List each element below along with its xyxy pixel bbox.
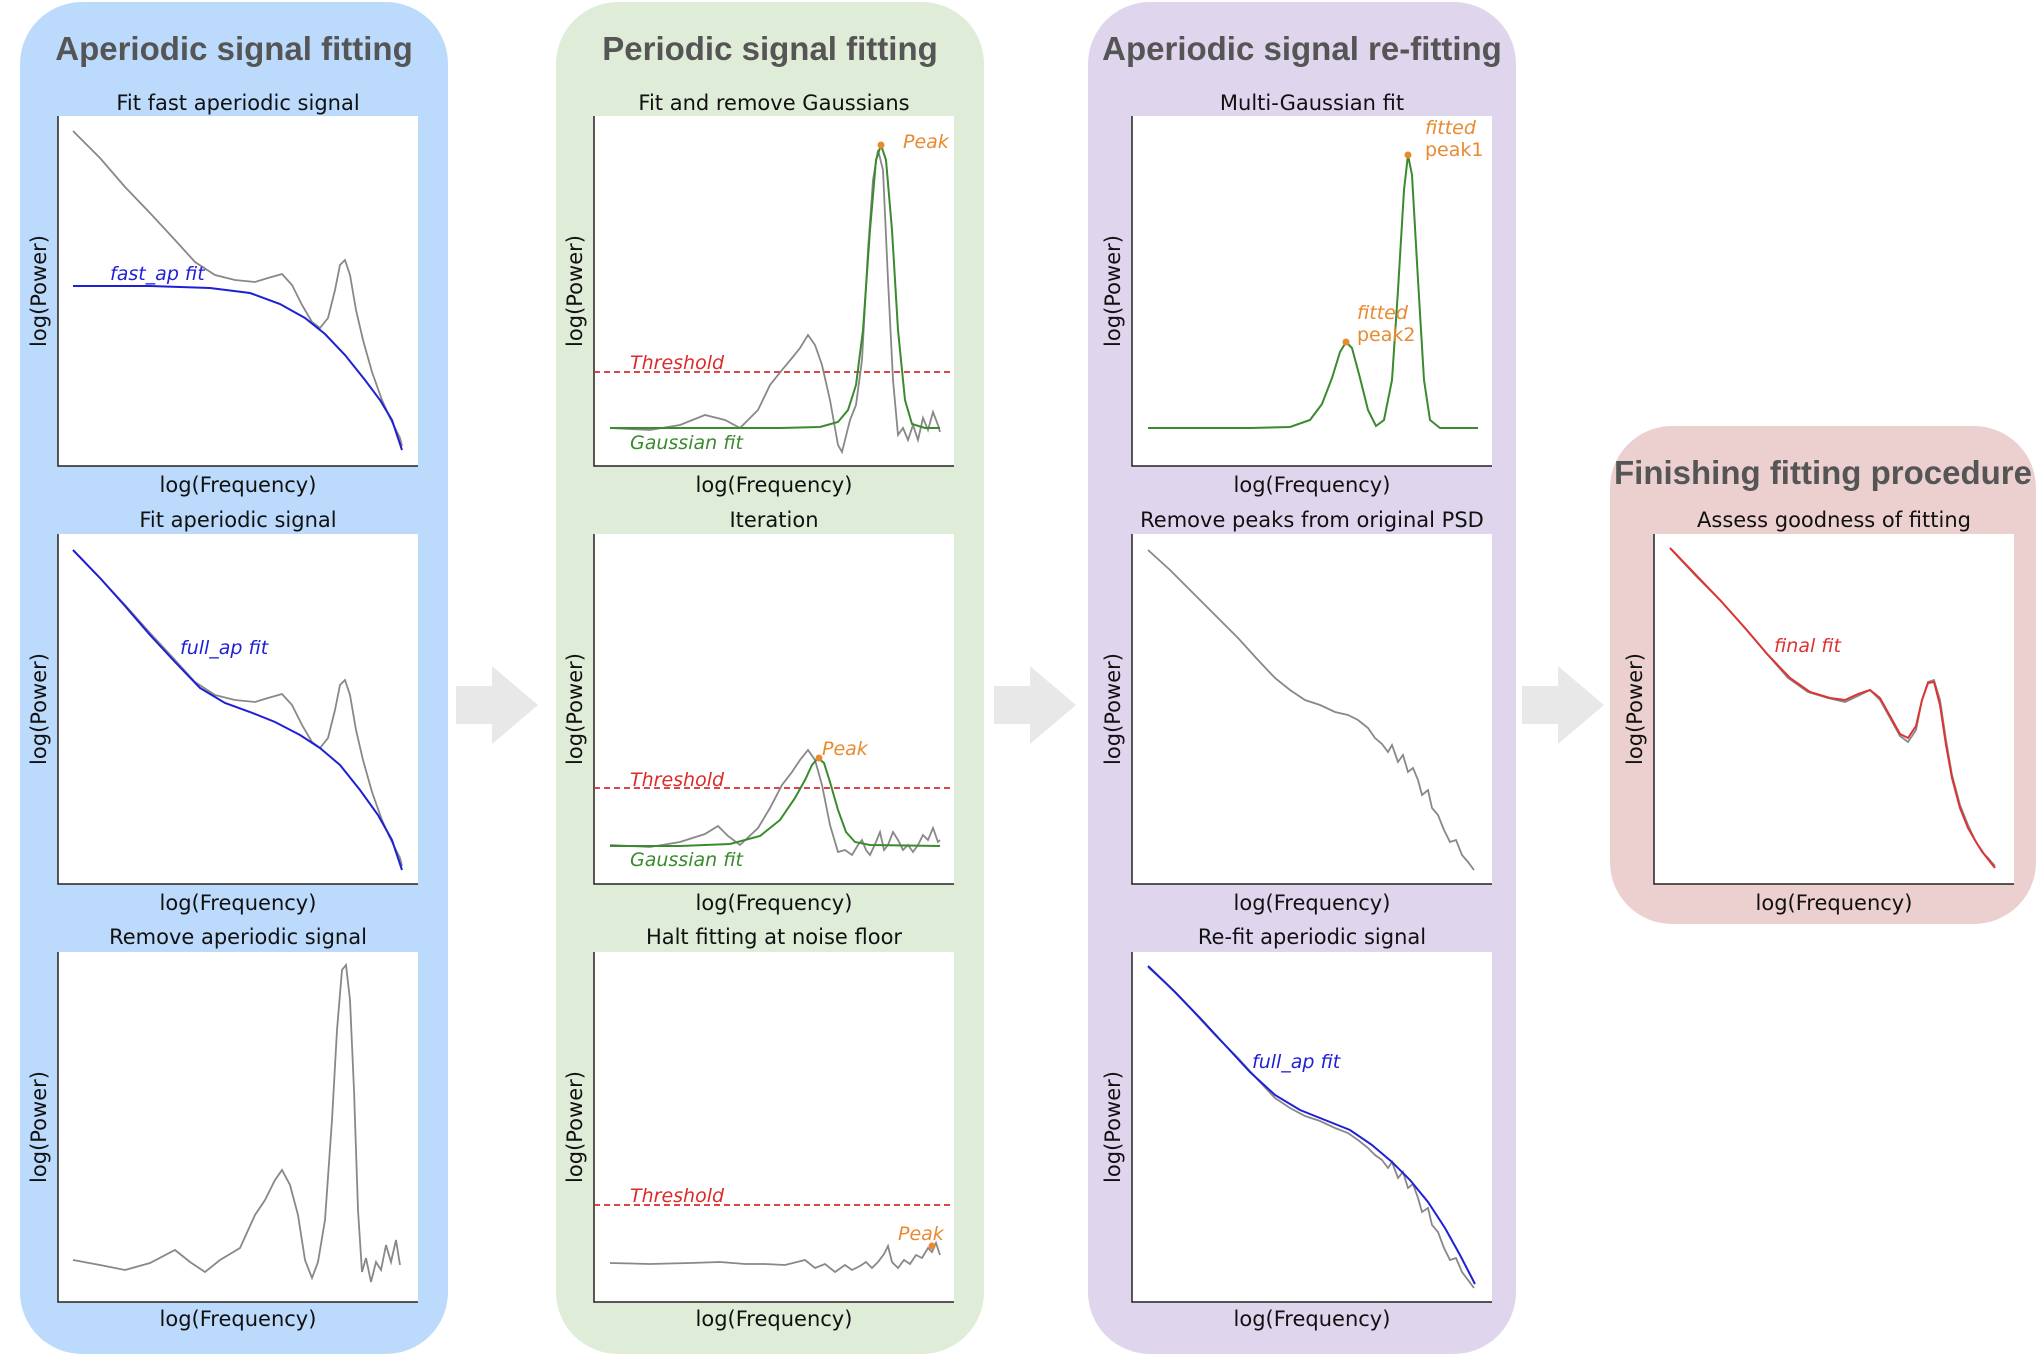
panel-title: Finishing fitting procedure xyxy=(1614,454,2032,491)
plot-assess-goodness: Assess goodness of fitting log(Frequency… xyxy=(1623,508,2014,915)
peak-marker xyxy=(928,1242,936,1250)
fitted-peak1-label-line1: fitted xyxy=(1425,117,1477,139)
axes xyxy=(57,534,418,885)
threshold-label: Threshold xyxy=(630,352,725,374)
y-axis-label: log(Power) xyxy=(27,1071,51,1183)
y-axis-label: log(Power) xyxy=(1623,653,1647,765)
plot-title: Remove peaks from original PSD xyxy=(1140,508,1484,532)
arrow-right-icon xyxy=(1522,666,1604,744)
x-axis-label: log(Frequency) xyxy=(696,891,853,915)
fast-ap-fit-line xyxy=(73,285,403,451)
plot-title: Re-fit aperiodic signal xyxy=(1198,925,1426,949)
plot-title: Iteration xyxy=(729,508,818,532)
fitted-peak2-label-line1: fitted xyxy=(1357,302,1409,324)
x-axis-label: log(Frequency) xyxy=(1234,473,1391,497)
psd-line xyxy=(72,130,403,447)
x-axis-label: log(Frequency) xyxy=(696,473,853,497)
panel-title: Aperiodic signal re-fitting xyxy=(1102,30,1502,67)
full-ap-fit-line xyxy=(1147,965,1476,1285)
psd-flattened-line xyxy=(609,748,941,857)
panel-title: Aperiodic signal fitting xyxy=(55,30,413,67)
y-axis-label: log(Power) xyxy=(1101,653,1125,765)
axes xyxy=(57,952,418,1303)
plot-area xyxy=(594,952,954,1302)
psd-flattened-line xyxy=(609,1240,941,1274)
plot-title: Fit fast aperiodic signal xyxy=(116,91,359,115)
y-axis-label: log(Power) xyxy=(27,235,51,347)
x-axis-label: log(Frequency) xyxy=(1234,1307,1391,1331)
gaussian-fit-line xyxy=(610,756,941,847)
x-axis-label: log(Frequency) xyxy=(1756,891,1913,915)
plot-multi-gaussian-fit: Multi-Gaussian fit log(Frequency) log(Po… xyxy=(1101,91,1492,497)
x-axis-label: log(Frequency) xyxy=(1234,891,1391,915)
plot-halt-noise-floor: Halt fitting at noise floor log(Frequenc… xyxy=(563,925,954,1331)
full-ap-fit-label: full_ap fit xyxy=(180,637,270,659)
arrow-right-icon xyxy=(994,666,1076,744)
plot-fit-aperiodic: Fit aperiodic signal log(Frequency) log(… xyxy=(27,508,418,915)
final-fit-line xyxy=(1669,547,1996,869)
plot-fit-fast-aperiodic: Fit fast aperiodic signal log(Frequency)… xyxy=(27,91,418,497)
fitted-peak1-label-line2: peak1 xyxy=(1425,139,1483,161)
panel-title: Periodic signal fitting xyxy=(602,30,938,67)
plot-area xyxy=(58,534,418,884)
gaussian-fit-label: Gaussian fit xyxy=(630,849,744,871)
plot-title: Remove aperiodic signal xyxy=(109,925,367,949)
multi-gaussian-fit-line xyxy=(1148,154,1478,429)
plot-area xyxy=(1132,116,1492,466)
peak-label: Peak xyxy=(822,738,869,760)
plot-title: Fit and remove Gaussians xyxy=(638,91,909,115)
plot-area xyxy=(594,116,954,466)
peak-label: Peak xyxy=(903,131,950,153)
axes xyxy=(57,116,418,467)
psd-flattened-line xyxy=(72,962,401,1283)
plot-remove-peaks: Remove peaks from original PSD log(Frequ… xyxy=(1101,508,1492,915)
full-ap-fit-label: full_ap fit xyxy=(1252,1051,1342,1073)
full-ap-fit-line xyxy=(72,549,403,871)
y-axis-label: log(Power) xyxy=(27,653,51,765)
peak-marker xyxy=(877,141,885,149)
x-axis-label: log(Frequency) xyxy=(160,473,317,497)
axes xyxy=(1653,534,2014,885)
plot-title: Halt fitting at noise floor xyxy=(646,925,902,949)
y-axis-label: log(Power) xyxy=(1101,1071,1125,1183)
fast-ap-fit-label: fast_ap fit xyxy=(110,263,206,285)
axes xyxy=(1131,534,1492,885)
plot-remove-aperiodic: Remove aperiodic signal log(Frequency) l… xyxy=(27,925,418,1331)
axes xyxy=(1131,952,1492,1303)
x-axis-label: log(Frequency) xyxy=(696,1307,853,1331)
plot-iteration: Iteration log(Frequency) log(Power) Peak… xyxy=(563,508,954,915)
y-axis-label: log(Power) xyxy=(563,235,587,347)
peak-label: Peak xyxy=(898,1223,945,1245)
x-axis-label: log(Frequency) xyxy=(160,1307,317,1331)
gaussian-fit-label: Gaussian fit xyxy=(630,432,744,454)
axes xyxy=(593,116,954,467)
psd-peaks-removed-line xyxy=(1147,549,1475,871)
x-axis-label: log(Frequency) xyxy=(160,891,317,915)
y-axis-label: log(Power) xyxy=(563,1071,587,1183)
fitted-peak2-label-line2: peak2 xyxy=(1357,324,1415,346)
plot-title: Multi-Gaussian fit xyxy=(1220,91,1404,115)
y-axis-label: log(Power) xyxy=(563,653,587,765)
axes xyxy=(593,952,954,1303)
psd-flattened-line xyxy=(609,149,941,455)
peak2-marker xyxy=(1342,338,1350,346)
plot-area xyxy=(58,952,418,1302)
peak1-marker xyxy=(1404,151,1412,159)
peak-marker xyxy=(815,754,823,762)
plot-area xyxy=(594,534,954,884)
final-fit-label: final fit xyxy=(1774,635,1843,657)
arrow-right-icon xyxy=(456,666,538,744)
psd-peaks-removed-line xyxy=(1147,966,1475,1289)
axes xyxy=(593,534,954,885)
gaussian-fit-line xyxy=(610,141,940,429)
plot-refit-aperiodic: Re-fit aperiodic signal log(Frequency) l… xyxy=(1101,925,1492,1331)
plot-fit-remove-gaussians: Fit and remove Gaussians log(Frequency) … xyxy=(563,91,954,497)
threshold-label: Threshold xyxy=(630,769,725,791)
y-axis-label: log(Power) xyxy=(1101,235,1125,347)
plot-title: Fit aperiodic signal xyxy=(139,508,336,532)
threshold-label: Threshold xyxy=(630,1185,725,1207)
axes xyxy=(1131,116,1492,467)
plot-title: Assess goodness of fitting xyxy=(1697,508,1971,532)
